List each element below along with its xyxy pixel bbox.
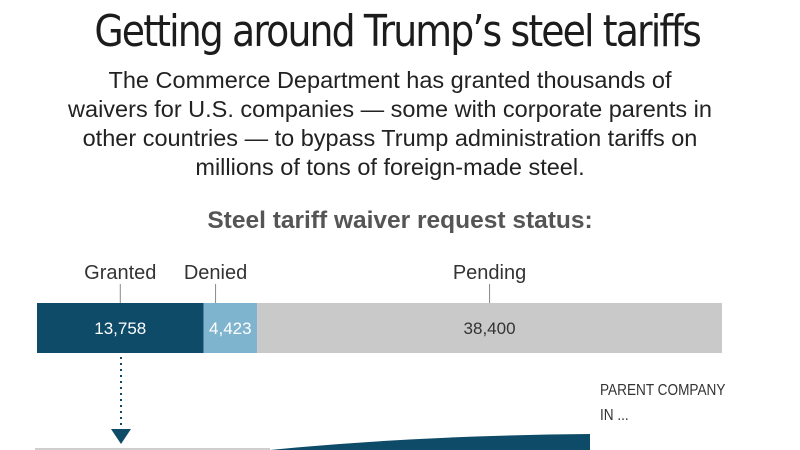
lower-panel-band: [270, 434, 590, 450]
deck-line: waivers for U.S. companies — some with c…: [68, 96, 712, 122]
parent-company-label-line: PARENT COMPANY: [600, 382, 726, 399]
headline: Getting around Trump’s steel tariffs: [94, 6, 702, 57]
bar-segment-denied: [203, 303, 258, 353]
deck-text: The Commerce Department has granted thou…: [30, 66, 750, 182]
category-label-pending: Pending: [453, 262, 526, 284]
value-label-denied: 4,423: [209, 319, 252, 338]
deck-line: other countries — to bypass Trump admini…: [82, 125, 698, 151]
chart-title: Steel tariff waiver request status:: [207, 207, 593, 234]
flow-arrow-head: [111, 429, 131, 444]
value-label-pending: 38,400: [464, 319, 516, 338]
parent-company-label: PARENT COMPANY IN ...: [600, 378, 725, 428]
waiver-status-chart: 13,758 Granted 4,423 Denied 38,400 Pending: [35, 262, 722, 450]
parent-company-label-line: IN ...: [600, 407, 629, 424]
bar-segment-granted: [37, 303, 204, 353]
bar-segment-pending: [257, 303, 722, 353]
category-label-denied: Denied: [184, 262, 247, 284]
value-label-granted: 13,758: [94, 319, 146, 338]
category-label-granted: Granted: [84, 262, 156, 284]
deck-line: The Commerce Department has granted thou…: [108, 67, 672, 93]
deck-line: millions of tons of foreign-made steel.: [195, 154, 585, 180]
